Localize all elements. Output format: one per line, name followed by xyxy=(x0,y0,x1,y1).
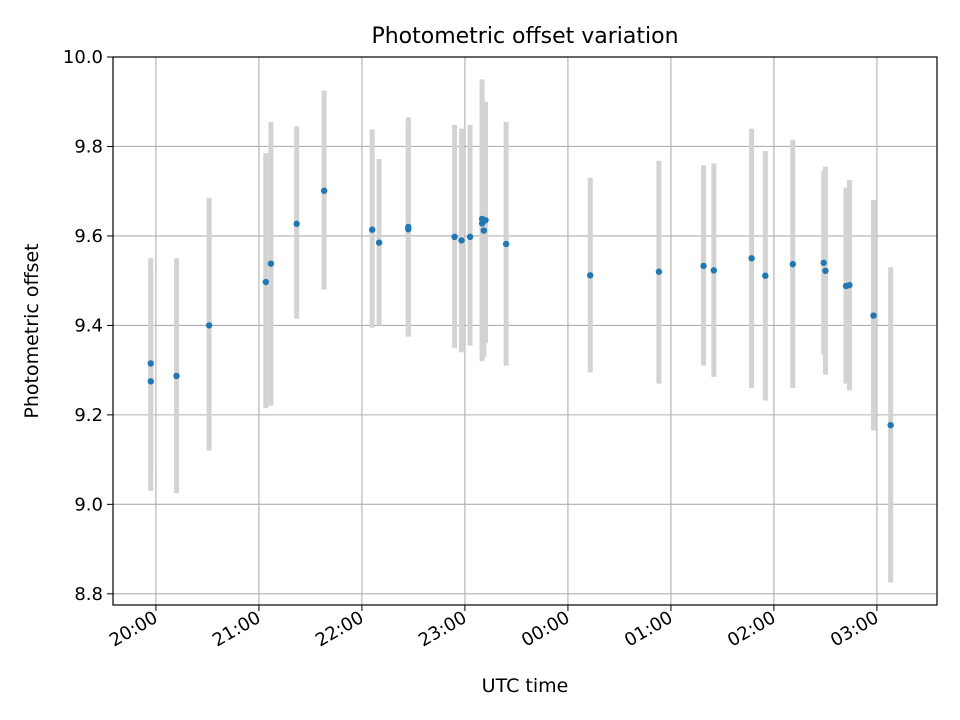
plot-frame xyxy=(112,56,938,606)
y-tick-label: 9.2 xyxy=(74,405,103,426)
data-points xyxy=(147,187,894,429)
data-point xyxy=(405,223,412,231)
data-point xyxy=(267,260,275,267)
data-point xyxy=(887,421,894,429)
y-axis-label: Photometric offset xyxy=(21,243,43,418)
y-axis-ticks: 8.8 9.0 9.2 9.4 9.6 9.8 10.0 xyxy=(63,47,113,605)
data-point xyxy=(173,372,180,380)
data-point xyxy=(147,378,154,385)
chart-title: Photometric offset variation xyxy=(371,24,678,49)
data-point xyxy=(502,240,510,248)
data-point xyxy=(846,281,853,289)
data-point xyxy=(147,360,154,367)
x-axis-label: UTC time xyxy=(482,675,569,697)
data-point xyxy=(700,262,707,270)
data-point xyxy=(710,267,718,274)
data-point xyxy=(587,272,594,279)
data-point xyxy=(480,227,487,234)
data-point xyxy=(789,260,796,268)
data-point xyxy=(466,233,474,241)
y-tick-label: 9.0 xyxy=(74,494,103,515)
data-point xyxy=(458,237,465,244)
data-point xyxy=(482,217,489,224)
y-tick-label: 10.0 xyxy=(63,47,103,68)
y-tick-label: 8.8 xyxy=(74,584,103,605)
data-point xyxy=(205,322,213,329)
data-point xyxy=(451,233,458,241)
data-point xyxy=(870,312,877,319)
data-point xyxy=(655,268,663,275)
data-point xyxy=(820,259,827,266)
data-point xyxy=(293,220,300,228)
data-point xyxy=(320,187,328,194)
data-point xyxy=(822,267,829,275)
y-tick-label: 9.8 xyxy=(74,136,103,157)
data-point xyxy=(375,239,383,246)
data-point xyxy=(262,278,269,286)
y-tick-label: 9.4 xyxy=(74,315,103,336)
data-point xyxy=(748,255,755,262)
data-point xyxy=(369,226,376,233)
y-tick-label: 9.6 xyxy=(74,226,103,247)
data-point xyxy=(762,272,769,279)
